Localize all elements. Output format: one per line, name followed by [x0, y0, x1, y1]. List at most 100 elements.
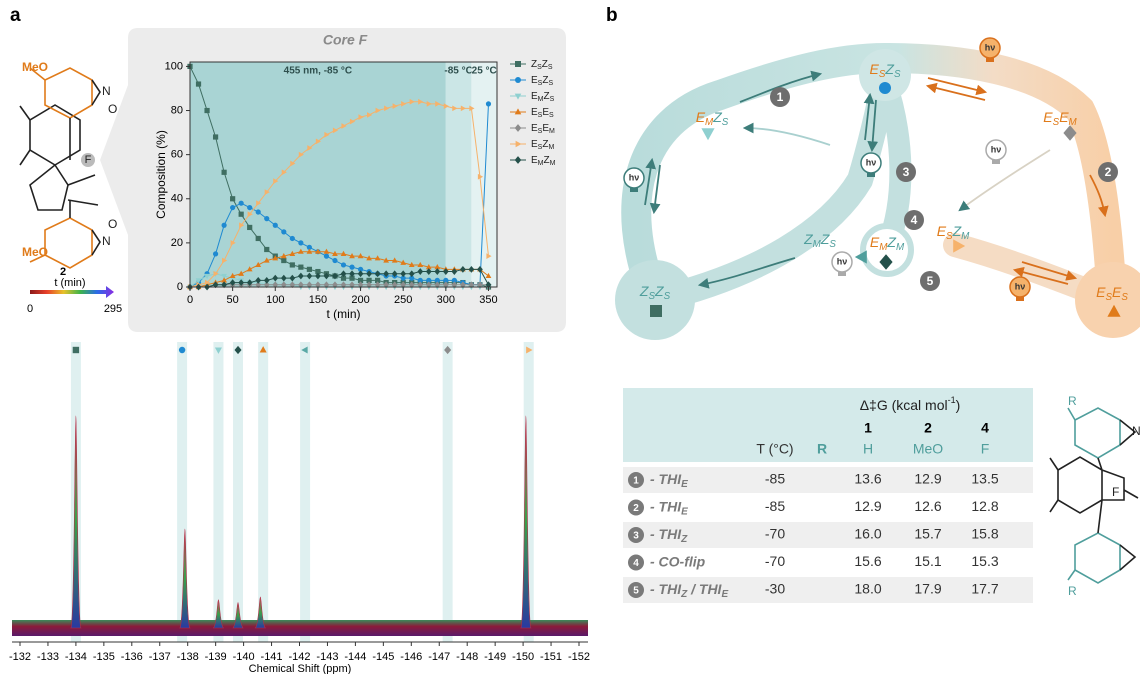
- x-tick-label: 0: [187, 294, 193, 306]
- structure-label: O: [108, 102, 117, 116]
- data-point: [281, 257, 287, 264]
- data-point: [212, 134, 219, 140]
- x-tick-label: -136: [121, 651, 143, 663]
- x-tick-label: 250: [394, 294, 412, 306]
- band-marker: [178, 346, 186, 354]
- data-point: [229, 279, 236, 286]
- label-part: - THI: [650, 471, 682, 487]
- state-label: ESZM: [937, 223, 970, 242]
- data-point: [290, 160, 296, 167]
- data-point: [298, 264, 304, 270]
- data-point: [323, 281, 330, 289]
- x-tick-label: -132: [9, 651, 31, 663]
- data-point: [357, 277, 364, 283]
- data-point: [349, 252, 355, 259]
- x-tick-label: 100: [266, 294, 284, 306]
- data-point: [341, 123, 347, 129]
- data-point: [340, 270, 347, 278]
- data-point: [468, 281, 475, 289]
- legend-label: ZSZS: [531, 59, 553, 71]
- data-point: [417, 277, 423, 283]
- data-point: [408, 270, 415, 278]
- data-point: [255, 235, 261, 242]
- legend-marker: [515, 140, 522, 148]
- colorbar-title: t (min): [54, 277, 85, 289]
- data-point: [485, 101, 492, 107]
- x-axis-label: t (min): [327, 307, 361, 321]
- data-point: [460, 105, 467, 112]
- region: [471, 62, 497, 287]
- x-tick-label: -137: [149, 651, 171, 663]
- data-point: [460, 281, 466, 289]
- state-marker: [879, 254, 893, 270]
- step-number: 4: [911, 213, 918, 227]
- table-cell: 15.8: [971, 526, 998, 542]
- data-point: [366, 281, 372, 289]
- data-point: [212, 251, 219, 257]
- data-point: [204, 279, 211, 286]
- data-point: [298, 240, 304, 246]
- column-header: F: [981, 441, 990, 457]
- data-point: [426, 277, 432, 283]
- table-row-bg: [623, 577, 1033, 603]
- data-point: [435, 101, 441, 107]
- spectrum-peak: [254, 596, 267, 629]
- table-cell: 15.3: [971, 553, 998, 569]
- data-point: [400, 275, 406, 281]
- step-number: 1: [777, 90, 784, 104]
- data-point: [349, 270, 355, 278]
- data-point: [229, 272, 236, 279]
- region: [445, 62, 472, 287]
- pathway-arrows: [644, 70, 1109, 289]
- x-axis-label: Chemical Shift (ppm): [249, 663, 352, 674]
- data-point: [263, 277, 270, 284]
- state-marker: [1063, 125, 1077, 141]
- data-point: [306, 281, 313, 289]
- data-point: [306, 266, 312, 272]
- table-cell: 12.8: [971, 498, 998, 514]
- table-cell: 12.9: [854, 498, 881, 514]
- band-marker: [526, 346, 533, 354]
- data-point: [298, 272, 304, 280]
- band-marker: [214, 347, 222, 354]
- data-point: [366, 255, 372, 261]
- spectrum-peak: [70, 415, 82, 629]
- band-marker: [234, 345, 242, 355]
- table-cell: -85: [765, 498, 785, 514]
- bulb-base: [867, 173, 875, 177]
- compound-number: 2: [60, 266, 66, 278]
- x-tick-label: -151: [540, 651, 562, 663]
- data-point: [221, 169, 227, 175]
- x-tick-label: -134: [65, 651, 87, 663]
- compound-header: 2: [924, 420, 932, 436]
- structure-label: O: [108, 217, 117, 231]
- band-marker: [444, 345, 452, 355]
- data-point: [255, 277, 262, 284]
- data-point: [434, 281, 441, 289]
- data-point: [409, 98, 415, 105]
- data-point: [263, 257, 270, 263]
- bulb-base: [838, 272, 846, 276]
- data-point: [485, 281, 492, 289]
- legend-marker: [514, 108, 522, 115]
- data-point: [204, 107, 210, 114]
- table-header-bg: [623, 388, 1033, 462]
- data-point: [289, 235, 295, 242]
- x-tick-label: -150: [512, 651, 534, 663]
- data-point: [340, 262, 347, 268]
- column-header: H: [863, 441, 873, 457]
- table-cell: 15.1: [914, 553, 941, 569]
- row-step: 1: [633, 476, 639, 487]
- table-cell: 13.6: [854, 471, 881, 487]
- table-cell: 12.9: [914, 471, 941, 487]
- x-tick-label: -147: [428, 651, 450, 663]
- table-group-header: Δ‡G (kcal mol-1): [860, 395, 961, 412]
- table-cell: 17.7: [971, 581, 998, 597]
- y-tick-label: 60: [171, 149, 183, 161]
- x-tick-label: -149: [484, 651, 506, 663]
- data-point: [357, 252, 364, 259]
- data-point: [238, 211, 244, 217]
- data-point: [451, 277, 457, 283]
- label-part: - THI: [650, 581, 682, 597]
- step-number: 2: [1105, 165, 1112, 179]
